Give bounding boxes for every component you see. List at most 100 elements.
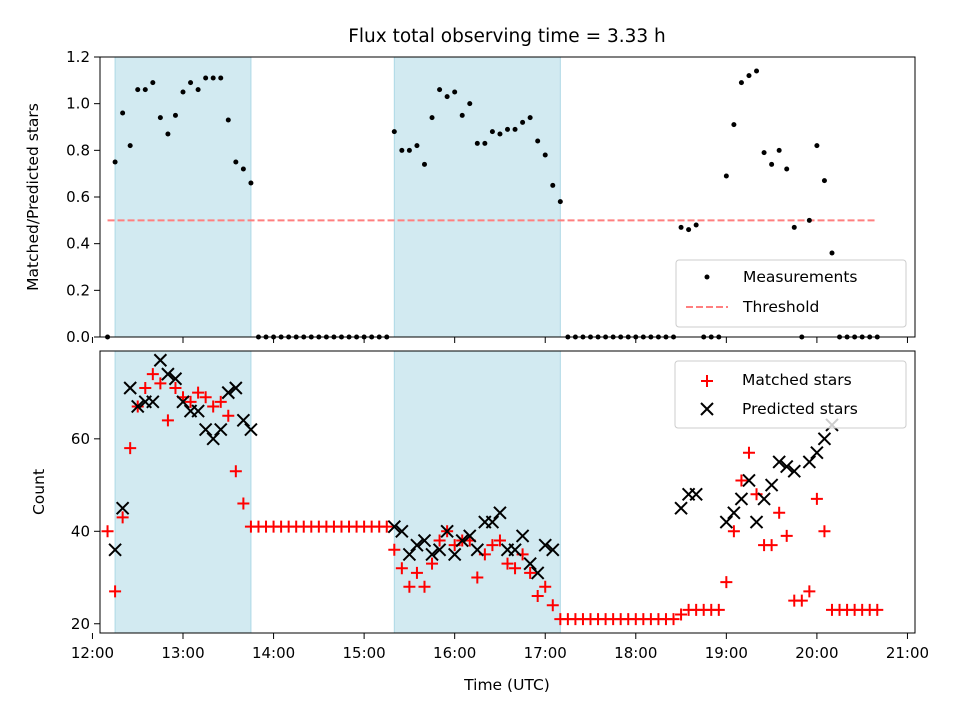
observing-window-2 xyxy=(393,350,561,634)
legend-matched-marker xyxy=(701,375,713,387)
matched-point xyxy=(116,511,129,524)
predicted-point xyxy=(425,547,439,562)
x-tick-label: 20:00 xyxy=(795,644,838,662)
measurement-point xyxy=(165,131,171,137)
matched-point xyxy=(214,395,227,408)
x-axis-label: Time (UTC) xyxy=(463,676,550,694)
predicted-point xyxy=(780,459,794,474)
matched-point xyxy=(524,566,537,579)
bottom-legend-box xyxy=(674,360,907,429)
predicted-point xyxy=(146,395,160,409)
predicted-point xyxy=(810,445,824,460)
measurement-point xyxy=(444,94,450,100)
matched-point xyxy=(222,409,235,422)
measurement-point xyxy=(218,75,224,81)
measurement-point xyxy=(127,143,133,149)
predicted-point xyxy=(485,515,500,529)
predicted-point xyxy=(674,501,688,515)
matched-point xyxy=(146,368,159,381)
predicted-point xyxy=(802,455,817,469)
matched-point xyxy=(773,506,786,519)
matched-point xyxy=(403,580,416,593)
measurement-point xyxy=(391,129,397,135)
x-tick-label: 21:00 xyxy=(886,644,929,662)
measurement-point xyxy=(520,119,526,125)
measurement-point xyxy=(172,112,178,118)
matched-point xyxy=(207,400,220,413)
predicted-point xyxy=(817,432,832,446)
predicted-point xyxy=(546,543,560,557)
predicted-point xyxy=(538,538,552,552)
legend-predicted-marker xyxy=(700,402,714,416)
measurement-point xyxy=(474,140,480,146)
matched-point xyxy=(154,377,167,390)
measurement-point xyxy=(406,147,412,153)
measurement-point xyxy=(550,182,556,188)
predicted-point xyxy=(229,381,243,395)
matched-point xyxy=(531,590,544,603)
measurement-point xyxy=(437,87,443,93)
measurement-point xyxy=(535,138,541,144)
predicted-point xyxy=(757,492,771,506)
measurement-point xyxy=(542,152,548,158)
predicted-point xyxy=(523,556,537,571)
legend-measurements-label: Measurements xyxy=(743,268,858,286)
predicted-point xyxy=(493,506,507,520)
measurement-point xyxy=(399,147,405,153)
matched-point xyxy=(871,603,884,616)
measurement-point xyxy=(769,161,775,167)
matched-point xyxy=(803,585,816,598)
predicted-series xyxy=(108,353,839,580)
matched-point xyxy=(539,580,552,593)
measurement-point xyxy=(723,173,729,179)
matched-point xyxy=(199,391,212,404)
measurement-point xyxy=(112,159,118,165)
measurement-point xyxy=(693,222,699,228)
predicted-point xyxy=(236,413,251,428)
predicted-point xyxy=(742,473,756,488)
measurement-point xyxy=(791,224,797,230)
y-tick-label: 0.4 xyxy=(66,235,90,253)
measurement-point xyxy=(784,166,790,172)
matched-point xyxy=(184,395,197,408)
measurement-point xyxy=(731,122,737,128)
predicted-point xyxy=(772,455,786,469)
y-tick-label: 40 xyxy=(71,522,90,540)
measurement-point xyxy=(806,217,812,223)
predicted-point xyxy=(221,385,235,400)
predicted-point xyxy=(410,538,424,552)
bottom-x-axis: 12:00 13:00 14:00 15:00 16:00 17:00 18:00 19:00… xyxy=(71,633,929,662)
measurement-point xyxy=(120,110,126,116)
predicted-point xyxy=(447,547,462,562)
matched-point xyxy=(712,603,725,616)
top-legend-box xyxy=(675,259,907,328)
matched-point xyxy=(229,465,242,478)
matched-point xyxy=(139,381,152,394)
matched-point xyxy=(509,562,522,575)
measurement-point xyxy=(467,101,473,107)
bottom-axes-frame xyxy=(99,350,916,634)
measurement-point xyxy=(203,75,209,81)
predicted-point xyxy=(417,533,432,548)
predicted-point xyxy=(153,353,168,367)
legend-matched-label: Matched stars xyxy=(742,371,852,389)
measurement-point xyxy=(225,117,231,123)
measurement-point xyxy=(142,87,148,93)
x-tick-label: 17:00 xyxy=(524,644,567,662)
legend-measurements-marker xyxy=(704,274,710,280)
matched-point xyxy=(818,525,831,538)
measurement-point xyxy=(180,89,186,95)
measurement-point xyxy=(527,115,533,121)
matched-point xyxy=(380,520,393,533)
measurement-point xyxy=(678,224,684,230)
x-tick-label: 13:00 xyxy=(161,644,204,662)
y-tick-label: 60 xyxy=(71,430,90,448)
measurement-point xyxy=(421,161,427,167)
x-tick-label: 18:00 xyxy=(614,644,657,662)
measurement-point xyxy=(233,159,239,165)
y-tick-label: 0.2 xyxy=(66,281,90,299)
x-tick-label: 19:00 xyxy=(705,644,748,662)
matched-point xyxy=(192,386,205,399)
predicted-point xyxy=(395,524,409,539)
predicted-point xyxy=(508,543,522,557)
